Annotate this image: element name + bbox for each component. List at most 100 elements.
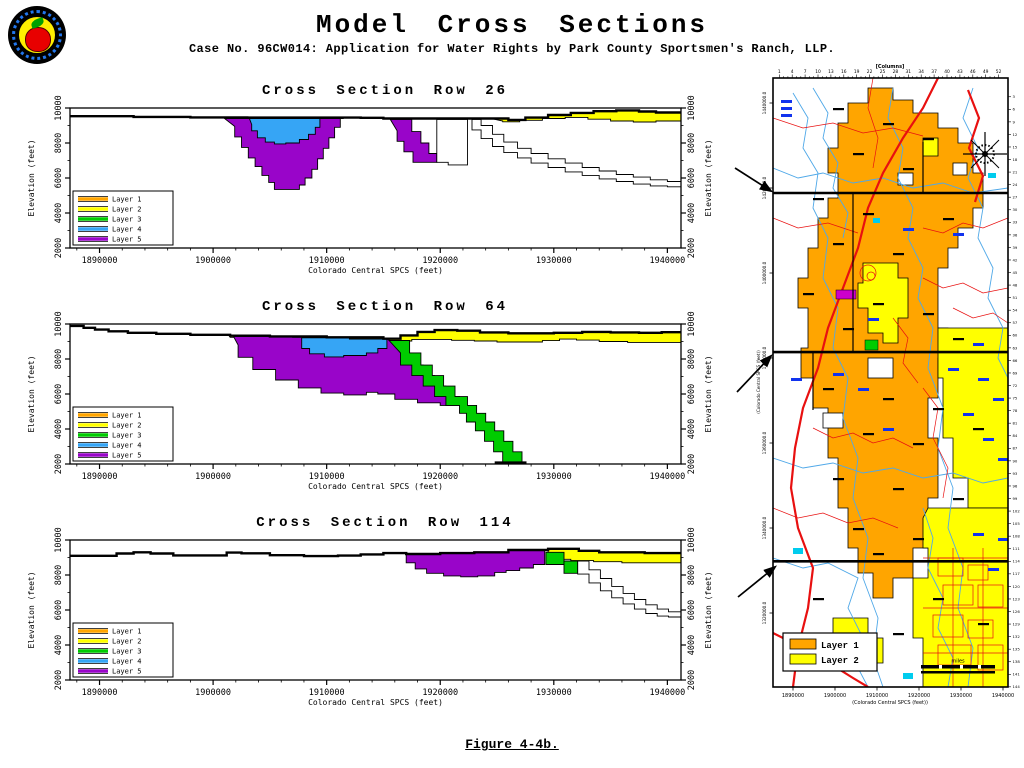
layer3-block1 — [545, 551, 565, 565]
road-lines — [773, 78, 1008, 687]
svg-text:15: 15 — [1013, 144, 1018, 149]
svg-text:1: 1 — [778, 69, 781, 75]
figure-caption: Figure 4-4b. — [465, 737, 559, 752]
svg-text:10000: 10000 — [687, 527, 697, 553]
svg-text:Elevation (feet): Elevation (feet) — [704, 355, 713, 432]
svg-text:1920000: 1920000 — [422, 472, 458, 482]
svg-text:1900000: 1900000 — [824, 693, 846, 699]
svg-text:1940000: 1940000 — [992, 693, 1014, 699]
svg-text:7: 7 — [804, 69, 807, 75]
svg-text:1930000: 1930000 — [536, 472, 572, 482]
svg-text:2000: 2000 — [54, 670, 64, 690]
svg-text:28: 28 — [893, 69, 899, 75]
svg-text:4000: 4000 — [687, 419, 697, 439]
svg-text:52: 52 — [996, 69, 1002, 75]
chart-title-row-26: Cross Section Row 26 — [261, 83, 509, 99]
map-layer2-east — [937, 327, 1008, 509]
map-layer2-patch — [922, 137, 939, 157]
layer5-steps — [389, 118, 438, 163]
svg-text:Layer 3: Layer 3 — [112, 432, 142, 440]
chart-title-row-114: Cross Section Row 114 — [256, 515, 514, 531]
svg-text:144: 144 — [1013, 684, 1021, 689]
svg-text:1910000: 1910000 — [309, 256, 345, 266]
svg-text:6000: 6000 — [54, 600, 64, 620]
svg-text:46: 46 — [970, 69, 976, 75]
legend-swatch-layer2 — [789, 653, 817, 665]
svg-text:4000: 4000 — [54, 635, 64, 655]
svg-text:34: 34 — [918, 69, 924, 75]
svg-text:1340000.0: 1340000.0 — [762, 516, 767, 539]
svg-text:1890000: 1890000 — [82, 472, 118, 482]
svg-text:66: 66 — [1013, 358, 1018, 363]
svg-text:105: 105 — [1013, 521, 1021, 526]
svg-text:96: 96 — [1013, 483, 1018, 488]
svg-text:99: 99 — [1013, 496, 1018, 501]
svg-text:Layer 1: Layer 1 — [112, 412, 142, 420]
svg-text:2000: 2000 — [687, 670, 697, 690]
svg-text:Layer 3: Layer 3 — [112, 216, 142, 224]
svg-text:Colorado Central SPCS (feet): Colorado Central SPCS (feet) — [308, 698, 443, 707]
svg-text:Layer 5: Layer 5 — [112, 452, 142, 460]
map-top-axis-label: [Columns] — [876, 64, 905, 70]
svg-text:1940000: 1940000 — [649, 472, 685, 482]
svg-text:1910000: 1910000 — [309, 472, 345, 482]
svg-text:1890000: 1890000 — [82, 688, 118, 698]
arrow-row-114 — [737, 565, 777, 598]
svg-text:1320000.0: 1320000.0 — [762, 601, 767, 624]
svg-text:Colorado Central SPCS (feet): Colorado Central SPCS (feet) — [308, 266, 443, 275]
seal-ring — [12, 10, 62, 60]
map-magenta-patch — [835, 289, 857, 300]
svg-text:4000: 4000 — [687, 203, 697, 223]
svg-text:1910000: 1910000 — [866, 693, 888, 699]
svg-text:Layer 1: Layer 1 — [112, 628, 142, 636]
svg-text:78: 78 — [1013, 408, 1018, 413]
svg-text:108: 108 — [1013, 534, 1021, 539]
svg-text:Elevation (feet): Elevation (feet) — [27, 139, 36, 216]
svg-text:8000: 8000 — [54, 349, 64, 369]
svg-text:4000: 4000 — [54, 419, 64, 439]
svg-text:Layer 1: Layer 1 — [112, 196, 142, 204]
arrow-row-64 — [736, 354, 773, 393]
compass-rose-icon — [963, 132, 1007, 176]
svg-text:42: 42 — [1013, 257, 1018, 262]
svg-text:Layer 2: Layer 2 — [112, 206, 142, 214]
svg-text:10000: 10000 — [54, 527, 64, 553]
svg-text:6000: 6000 — [687, 600, 697, 620]
svg-text:8000: 8000 — [54, 133, 64, 153]
svg-text:10: 10 — [815, 69, 821, 75]
apple-icon — [25, 27, 51, 52]
svg-text:27: 27 — [1013, 195, 1018, 200]
svg-text:45: 45 — [1013, 270, 1018, 275]
chart-title-row-64: Cross Section Row 64 — [261, 299, 509, 315]
scale-bar: miles — [921, 659, 995, 674]
svg-text:16: 16 — [841, 69, 847, 75]
map-green-patch — [864, 339, 879, 351]
cross-section-row-26-chart: 1890000 1900000 1910000 1920000 1930000 19400… — [27, 95, 713, 275]
svg-text:1400000.0: 1400000.0 — [762, 261, 767, 284]
svg-text:43: 43 — [957, 69, 963, 75]
svg-text:54: 54 — [1013, 308, 1018, 313]
svg-text:72: 72 — [1013, 383, 1018, 388]
chart-legend: Layer 1 Layer 2 Layer 3 Layer 4 Layer 5 — [72, 406, 174, 462]
row-pointer-arrows — [734, 167, 777, 598]
page-subtitle: Case No. 96CW014: Application for Water … — [188, 42, 836, 56]
svg-text:1930000: 1930000 — [950, 693, 972, 699]
svg-text:8000: 8000 — [687, 133, 697, 153]
svg-text:57: 57 — [1013, 320, 1018, 325]
svg-text:31: 31 — [906, 69, 912, 75]
map-legend: Layer 1 Layer 2 — [782, 632, 878, 672]
svg-text:2000: 2000 — [687, 454, 697, 474]
svg-text:24: 24 — [1013, 182, 1018, 187]
svg-text:123: 123 — [1013, 596, 1021, 601]
map-bottom-axis-label: (Colorado Central SPCS (feet)) — [852, 700, 928, 706]
svg-text:Elevation (feet): Elevation (feet) — [704, 571, 713, 648]
svg-text:69: 69 — [1013, 370, 1018, 375]
svg-text:Elevation (feet): Elevation (feet) — [27, 355, 36, 432]
svg-text:60: 60 — [1013, 333, 1018, 338]
svg-text:129: 129 — [1013, 621, 1021, 626]
svg-text:Elevation (feet): Elevation (feet) — [704, 139, 713, 216]
svg-text:138: 138 — [1013, 659, 1021, 664]
svg-text:Layer 2: Layer 2 — [112, 638, 142, 646]
svg-text:6000: 6000 — [687, 384, 697, 404]
